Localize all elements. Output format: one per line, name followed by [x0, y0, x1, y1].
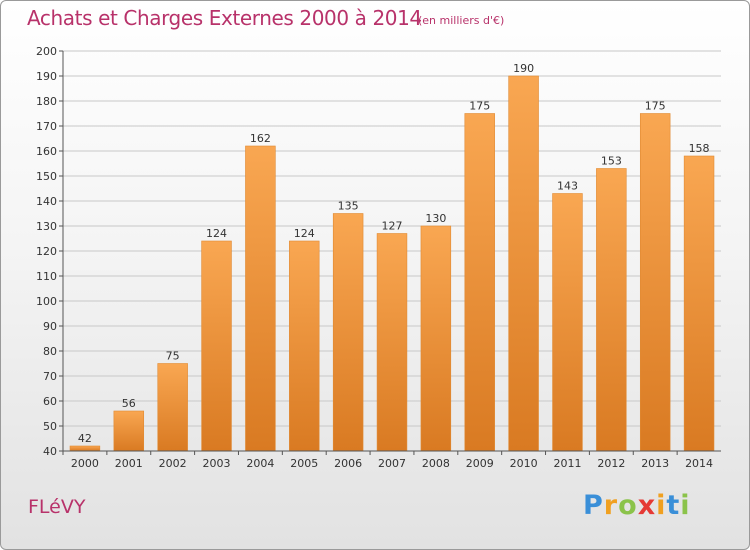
place-name: FLéVY — [28, 496, 86, 518]
y-tick-label: 120 — [36, 245, 57, 258]
bars — [69, 75, 715, 452]
x-tick-label-2000: 2000 — [71, 457, 99, 470]
data-label-2007: 127 — [382, 220, 403, 233]
x-tick-label-2006: 2006 — [334, 457, 362, 470]
bar-2005 — [289, 240, 320, 452]
bar-2007 — [376, 233, 408, 452]
x-tick-label-2008: 2008 — [422, 457, 450, 470]
logo-letter: r — [603, 490, 619, 521]
y-tick-label: 100 — [36, 295, 57, 308]
logo-letter: t — [666, 490, 681, 521]
bar-2006 — [332, 213, 364, 452]
y-tick-label: 60 — [43, 395, 57, 408]
bar-2011 — [552, 193, 583, 452]
x-tick-label-2012: 2012 — [597, 457, 625, 470]
chart-subtitle: (en milliers d'€) — [418, 14, 505, 27]
x-tick-label-2001: 2001 — [115, 457, 143, 470]
y-tick-label: 200 — [36, 45, 57, 58]
x-tick-label-2007: 2007 — [378, 457, 406, 470]
bar-2001 — [113, 410, 145, 452]
y-tick-label: 180 — [36, 95, 57, 108]
y-tick-labels: 40 50 60 70 80 90 100 110 120 130 140 150 160 170 180 1… — [36, 45, 63, 458]
y-tick-label: 70 — [43, 370, 57, 383]
data-label-2000: 42 — [78, 432, 92, 445]
data-label-2005: 124 — [294, 227, 315, 240]
bar-2003 — [201, 240, 232, 452]
y-tick-label: 40 — [43, 445, 57, 458]
bar-2004 — [245, 145, 276, 452]
data-label-2009: 175 — [469, 100, 490, 113]
data-label-2014: 158 — [689, 142, 710, 155]
x-tick-label-2005: 2005 — [290, 457, 318, 470]
bar-2012 — [596, 168, 627, 452]
bar-2008 — [420, 225, 452, 452]
y-tick-label: 90 — [43, 320, 57, 333]
y-tick-label: 150 — [36, 170, 57, 183]
bar-2009 — [464, 113, 495, 452]
logo-letter: x — [637, 490, 657, 521]
data-label-2012: 153 — [601, 155, 622, 168]
y-tick-label: 80 — [43, 345, 57, 358]
logo-letter: P — [583, 490, 604, 521]
data-label-2006: 135 — [338, 200, 359, 213]
data-label-2011: 143 — [557, 180, 578, 193]
y-tick-label: 140 — [36, 195, 57, 208]
x-tick-labels: 2000 2001 2002 2003 2004 2005 2006 2007 2008 2009… — [62, 451, 713, 470]
logo-letter: o — [618, 490, 638, 521]
y-tick-label: 130 — [36, 220, 57, 233]
x-tick-label-2010: 2010 — [510, 457, 538, 470]
data-label-2013: 175 — [645, 100, 666, 113]
data-label-2001: 56 — [122, 397, 136, 410]
x-tick-label-2013: 2013 — [641, 457, 669, 470]
x-tick-label-2004: 2004 — [246, 457, 274, 470]
bar-2002 — [157, 363, 188, 452]
data-labels: 42 56 75 124 162 124 135 127 130 175 190 143 153 175 1… — [78, 62, 710, 445]
x-tick-label-2011: 2011 — [553, 457, 581, 470]
proxiti-logo[interactable]: Proxiti — [583, 490, 691, 521]
data-label-2004: 162 — [250, 132, 271, 145]
x-tick-label-2003: 2003 — [203, 457, 231, 470]
bar-2013 — [639, 113, 671, 452]
y-tick-label: 50 — [43, 420, 57, 433]
data-label-2010: 190 — [513, 62, 534, 75]
y-tick-label: 110 — [36, 270, 57, 283]
y-tick-label: 160 — [36, 145, 57, 158]
data-label-2003: 124 — [206, 227, 227, 240]
y-tick-label: 190 — [36, 70, 57, 83]
x-tick-label-2014: 2014 — [685, 457, 713, 470]
data-label-2008: 130 — [425, 212, 446, 225]
logo-letter: i — [656, 490, 667, 521]
logo-letter: i — [680, 490, 691, 521]
bar-2010 — [508, 75, 539, 452]
x-tick-label-2002: 2002 — [159, 457, 187, 470]
chart-title: Achats et Charges Externes 2000 à 2014 — [27, 6, 422, 30]
y-tick-label: 170 — [36, 120, 57, 133]
x-tick-label-2009: 2009 — [466, 457, 494, 470]
bar-2000 — [69, 445, 101, 452]
data-label-2002: 75 — [166, 350, 180, 363]
bar-2014 — [683, 155, 715, 452]
